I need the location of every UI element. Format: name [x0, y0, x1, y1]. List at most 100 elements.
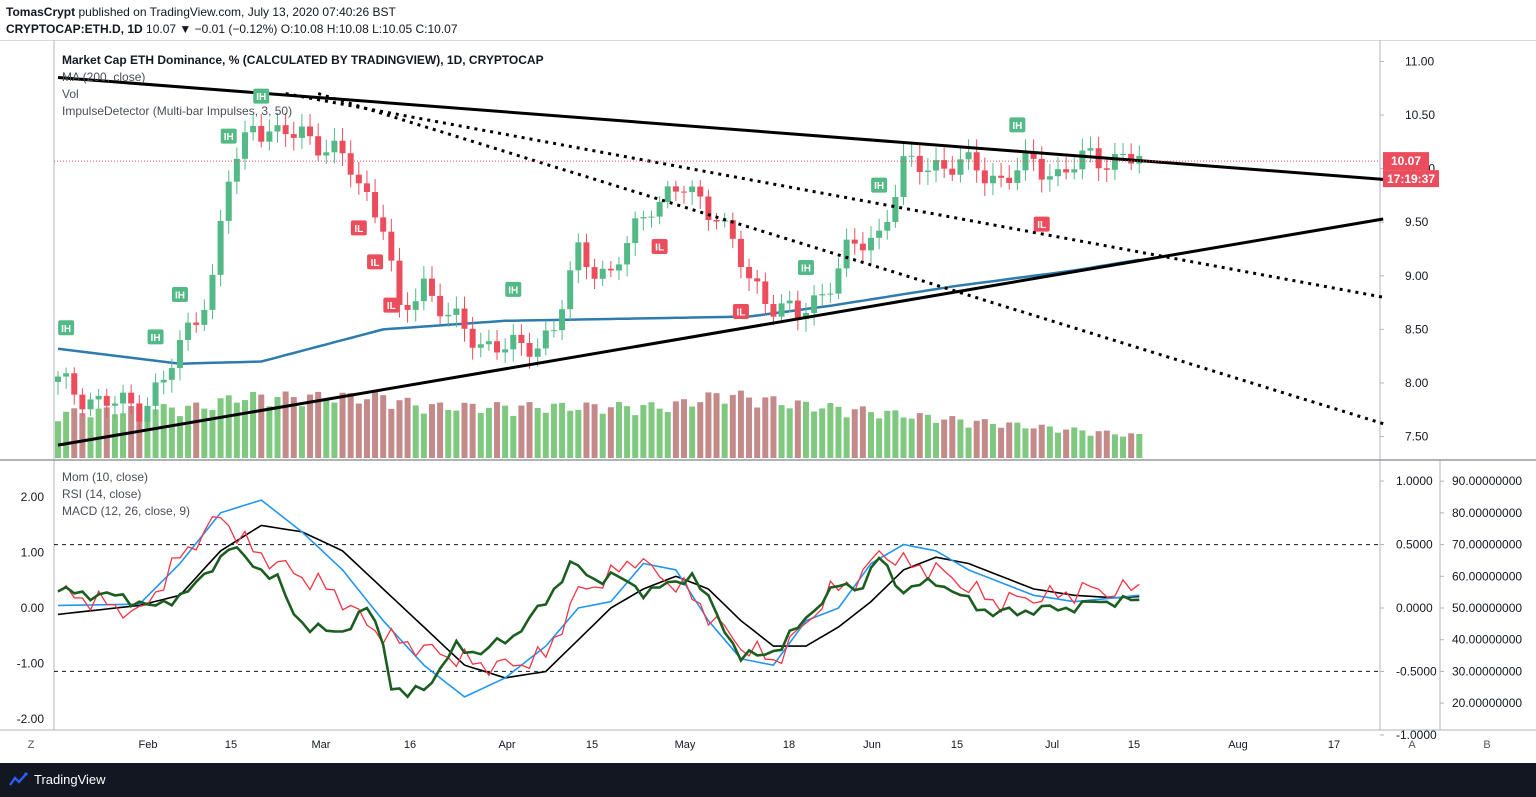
impulse-high-marker: IH [147, 329, 164, 345]
candle-body [290, 134, 297, 138]
momentum-line [57, 545, 1140, 699]
legend-impulse[interactable]: ImpulseDetector (Multi-bar Impulses, 3, … [62, 104, 293, 118]
impulse-low-marker: IL [1033, 216, 1050, 232]
candle-body [916, 155, 923, 173]
volume-bar [323, 400, 330, 458]
volume-bar [1087, 435, 1094, 458]
last-price: 10.07 [146, 22, 177, 36]
impulse-high-marker: IH [1009, 117, 1026, 133]
volume-bar [87, 417, 94, 458]
chart-svg[interactable]: 11.0010.5010.009.509.008.508.007.50Feb15… [0, 39, 1536, 763]
countdown-badge-bg [1383, 170, 1439, 188]
volume-bar [1111, 434, 1118, 458]
marker-box [732, 304, 749, 320]
volume-bar [1046, 426, 1053, 458]
candle-body [437, 295, 444, 317]
volume-bar [412, 405, 419, 458]
legend-mom[interactable]: Mom (10, close) [62, 470, 149, 484]
macd-tick-label: 0.5000 [1396, 538, 1433, 552]
candle-body [550, 330, 557, 332]
zoom-button[interactable]: Z [27, 739, 35, 751]
volume-bar [900, 417, 907, 458]
candle-body [900, 156, 907, 198]
impulse-low-marker: IL [383, 297, 400, 313]
legend-ma[interactable]: MA (200, close) [62, 70, 146, 84]
macd-tick-label: -0.5000 [1396, 665, 1437, 679]
candle-body [664, 186, 671, 202]
publish-text: published on TradingView.com, July 13, 2… [78, 5, 396, 19]
macd-line [57, 499, 1140, 698]
price-tick-label: 10.50 [1405, 108, 1435, 122]
impulse-high-marker: IH [871, 177, 888, 193]
volume-bar [494, 402, 501, 458]
countdown-badge: 17:19:37 [1387, 172, 1435, 186]
candle-body [241, 132, 248, 159]
candle-body [396, 260, 403, 305]
candle-body [1087, 148, 1094, 151]
volume-bar [217, 398, 224, 458]
scale-button-b[interactable]: B [1483, 739, 1491, 751]
candle-body [266, 131, 273, 142]
candle-body [494, 341, 501, 353]
marker-box [797, 259, 814, 275]
author-name[interactable]: TomasCrypt [6, 5, 76, 19]
volume-bar [209, 409, 216, 458]
candle-body [55, 376, 61, 382]
ma200-line [57, 258, 1140, 365]
candle-body [851, 239, 858, 244]
impulse-high-marker: IH [58, 320, 75, 336]
candle-body [1103, 168, 1110, 170]
publish-info: TomasCrypt published on TradingView.com,… [6, 5, 396, 19]
volume-bar [201, 408, 208, 458]
candle-body [965, 152, 972, 160]
legend-rsi[interactable]: RSI (14, close) [62, 487, 142, 501]
chart-background [0, 40, 1536, 730]
chart-frame[interactable]: 11.0010.5010.009.509.008.508.007.50Feb15… [0, 39, 1536, 797]
volume-bar [786, 408, 793, 458]
marker-label: IL [736, 308, 745, 319]
impulse-low-marker: IL [350, 220, 367, 236]
legend-series-title[interactable]: Market Cap ETH Dominance, % (CALCULATED … [62, 53, 544, 67]
candle-body [1006, 177, 1013, 183]
candle-body [282, 125, 289, 135]
volume-bar [924, 414, 931, 458]
candle-body [640, 217, 647, 219]
candle-body [868, 237, 874, 251]
candle-body [648, 216, 655, 218]
candle-body [672, 186, 679, 192]
volume-bar [71, 408, 78, 458]
footer-bar: TradingView [0, 763, 1536, 797]
legend-vol[interactable]: Vol [62, 87, 79, 101]
volume-bar [1063, 429, 1070, 458]
volume-bar [681, 399, 688, 458]
volume-bar [193, 402, 200, 458]
candle-body [542, 330, 549, 349]
volume-bar [372, 391, 379, 458]
mom-tick-label: -2.00 [17, 712, 45, 726]
price-badge-bg [1383, 152, 1429, 171]
candle-body [949, 168, 956, 175]
candle-body [1120, 153, 1127, 155]
volume-bar [575, 409, 582, 458]
volume-bar [811, 411, 818, 458]
candle-body [819, 294, 826, 296]
candle-body [591, 267, 598, 279]
marker-box [58, 320, 75, 336]
volume-bar [981, 419, 988, 458]
price-tick-label: 9.50 [1405, 215, 1429, 229]
mom-tick-label: -1.00 [17, 657, 45, 671]
auto-scale-button[interactable]: A [1408, 739, 1416, 751]
candle-body [705, 196, 712, 220]
symbol-info: CRYPTOCAP:ETH.D, 1D 10.07 ▼ −0.01 (−0.12… [6, 22, 458, 36]
volume-bar [591, 404, 598, 458]
candle-body [615, 264, 622, 271]
volume-bar [428, 404, 435, 458]
volume-bar [347, 393, 354, 458]
volume-bar [1030, 428, 1037, 458]
legend-macd[interactable]: MACD (12, 26, close, 9) [62, 504, 191, 518]
marker-label: IL [655, 243, 664, 254]
candle-body [412, 301, 419, 310]
volume-bar [510, 415, 517, 458]
candle-body [632, 218, 639, 244]
time-tick-label: Aug [1228, 739, 1248, 751]
